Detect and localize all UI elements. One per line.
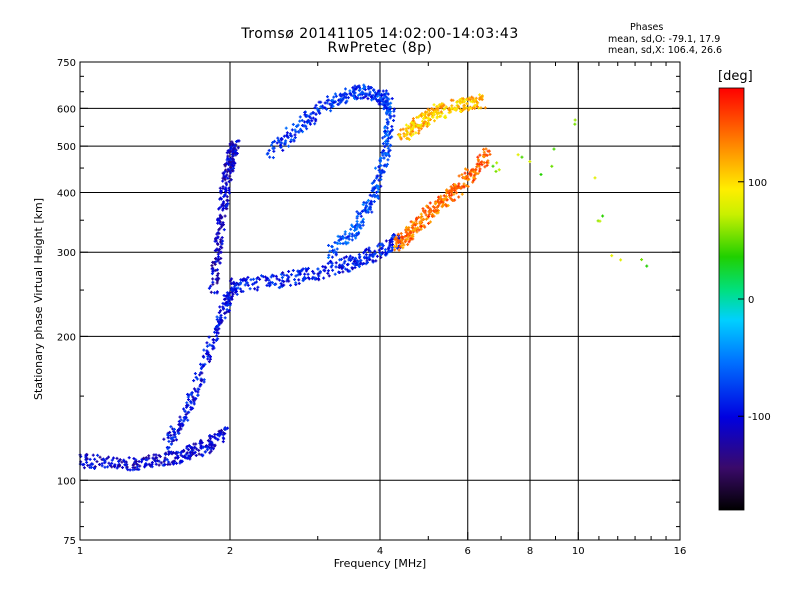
colorbar-tick-label: -100 <box>748 412 771 423</box>
trace-x-mode-trace <box>393 147 492 252</box>
trace-f1-lower-branch <box>162 277 240 454</box>
y-tick-label: 300 <box>57 248 76 259</box>
y-tick-label: 400 <box>57 188 76 199</box>
y-tick-label: 200 <box>57 332 76 343</box>
y-tick-label: 500 <box>57 142 76 153</box>
y-tick-label: 75 <box>63 536 76 547</box>
stats-header: Phases <box>630 22 664 33</box>
y-tick-label: 100 <box>57 476 76 487</box>
x-tick-label: 8 <box>527 546 533 557</box>
chart-title: Tromsø 20141105 14:02:00-14:03:43 <box>241 26 519 42</box>
colorbar-frame <box>718 87 745 511</box>
x-tick-label: 6 <box>465 546 471 557</box>
colorbar-tick-label: 100 <box>748 178 767 189</box>
trace-x-mode-upper <box>396 93 487 141</box>
x-tick-label: 10 <box>572 546 585 557</box>
trace-o-mode-upper-arc <box>265 83 396 160</box>
stats-o-mode: mean, sd,O: -79.1, 17.9 <box>608 34 721 45</box>
x-axis-label: Frequency [MHz] <box>333 557 427 570</box>
trace-low-e-trace <box>78 426 230 472</box>
colorbar-label: [deg] <box>718 69 753 84</box>
chart-subtitle: RwPretec (8p) <box>327 40 433 56</box>
stats-x-mode: mean, sd,X: 106.4, 26.6 <box>608 45 723 56</box>
x-tick-label: 16 <box>674 546 687 557</box>
x-tick-label: 4 <box>377 546 383 557</box>
y-tick-label: 600 <box>57 104 76 115</box>
trace-f-spread-column-near-2-mhz <box>207 139 241 295</box>
x-tick-label: 2 <box>227 546 233 557</box>
colorbar-tick-label: 0 <box>748 295 754 306</box>
y-tick-label: 750 <box>57 58 76 69</box>
trace-o-mode-cusp <box>326 105 396 260</box>
trace-f2-o-mode-base <box>229 233 404 294</box>
trace-sparse-high-frequency-echoes <box>491 118 649 268</box>
x-tick-label: 1 <box>77 546 83 557</box>
